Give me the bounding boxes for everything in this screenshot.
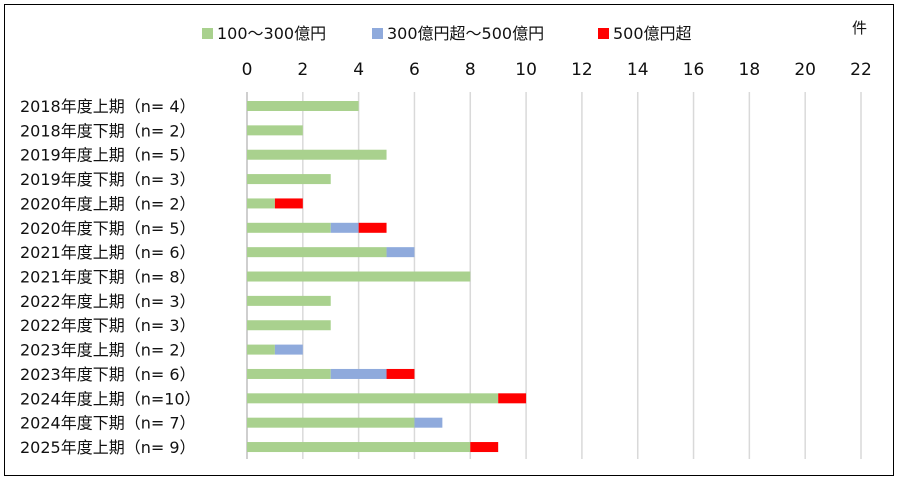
legend-swatch-0: [202, 28, 213, 39]
x-tick-label: 2: [297, 60, 308, 80]
category-label: 2018年度下期（n= 2）: [20, 121, 196, 140]
x-tick-label: 14: [627, 60, 649, 80]
x-tick-label: 10: [515, 60, 537, 80]
bar-segment-series0-row2: [247, 149, 387, 160]
bar-segment-series0-row12: [247, 393, 499, 404]
bar-segment-series2-row12: [498, 393, 527, 404]
category-label: 2018年度上期（n= 4）: [20, 97, 196, 116]
category-label: 2020年度上期（n= 2）: [20, 194, 196, 213]
bar-segment-series2-row4: [274, 198, 303, 209]
bar-segment-series0-row10: [247, 344, 275, 355]
x-tick-label: 0: [242, 60, 253, 80]
x-axis-ticks: 0 2 4 6 8 10 12 14 16 18 20 22: [242, 60, 872, 80]
bar-segment-series0-row4: [247, 198, 275, 209]
category-label: 2025年度上期（n= 9）: [20, 438, 196, 457]
bar-segment-series0-row8: [247, 295, 331, 306]
unit-label: 件: [852, 19, 867, 37]
bar-segment-series0-row11: [247, 368, 331, 379]
bar-segment-series0-row6: [247, 247, 387, 258]
category-label: 2022年度上期（n= 3）: [20, 292, 196, 311]
category-label: 2019年度上期（n= 5）: [20, 146, 196, 165]
bar-segment-series0-row7: [247, 271, 471, 282]
category-label: 2023年度下期（n= 6）: [20, 365, 196, 384]
x-tick-label: 20: [794, 60, 816, 80]
legend-label-0: 100～300億円: [217, 24, 326, 43]
x-tick-label: 18: [739, 60, 761, 80]
bar-segment-series0-row13: [247, 417, 415, 428]
bar-segment-series0-row1: [247, 125, 303, 136]
bar-segment-series2-row5: [358, 222, 387, 233]
bar-segment-series0-row3: [247, 174, 331, 185]
category-label: 2022年度下期（n= 3）: [20, 316, 196, 335]
bar-segment-series0-row5: [247, 222, 331, 233]
x-tick-label: 4: [353, 60, 364, 80]
bar-segment-series1-row11: [330, 368, 387, 379]
bar-segment-series0-row14: [247, 442, 471, 453]
x-tick-label: 6: [409, 60, 420, 80]
bar-segment-series0-row9: [247, 320, 331, 331]
bar-segment-series0-row0: [247, 101, 359, 111]
category-label: 2020年度下期（n= 5）: [20, 219, 196, 238]
category-labels: 2018年度上期（n= 4） 2018年度下期（n= 2） 2019年度上期（n= …: [20, 97, 201, 457]
x-tick-label: 16: [683, 60, 705, 80]
category-label: 2023年度上期（n= 2）: [20, 341, 196, 360]
bar-segment-series1-row10: [274, 344, 303, 355]
bar-segment-series1-row5: [330, 222, 359, 233]
bars: [247, 101, 527, 453]
legend-swatch-2: [598, 28, 609, 39]
bar-segment-series1-row6: [386, 247, 415, 258]
bar-segment-series2-row11: [386, 368, 415, 379]
category-label: 2021年度下期（n= 8）: [20, 268, 196, 287]
x-tick-label: 8: [465, 60, 476, 80]
legend-label-1: 300億円超～500億円: [387, 24, 544, 43]
category-label: 2024年度上期（n=10）: [20, 389, 201, 408]
legend: 100～300億円 300億円超～500億円 500億円超: [202, 24, 692, 43]
category-label: 2019年度下期（n= 3）: [20, 170, 196, 189]
x-tick-label: 12: [571, 60, 593, 80]
legend-label-2: 500億円超: [613, 24, 692, 43]
bar-segment-series1-row13: [414, 417, 443, 428]
category-label: 2021年度上期（n= 6）: [20, 243, 196, 262]
bar-segment-series2-row14: [470, 442, 499, 453]
category-label: 2024年度下期（n= 7）: [20, 414, 196, 433]
legend-swatch-1: [372, 28, 383, 39]
x-tick-label: 22: [850, 60, 872, 80]
